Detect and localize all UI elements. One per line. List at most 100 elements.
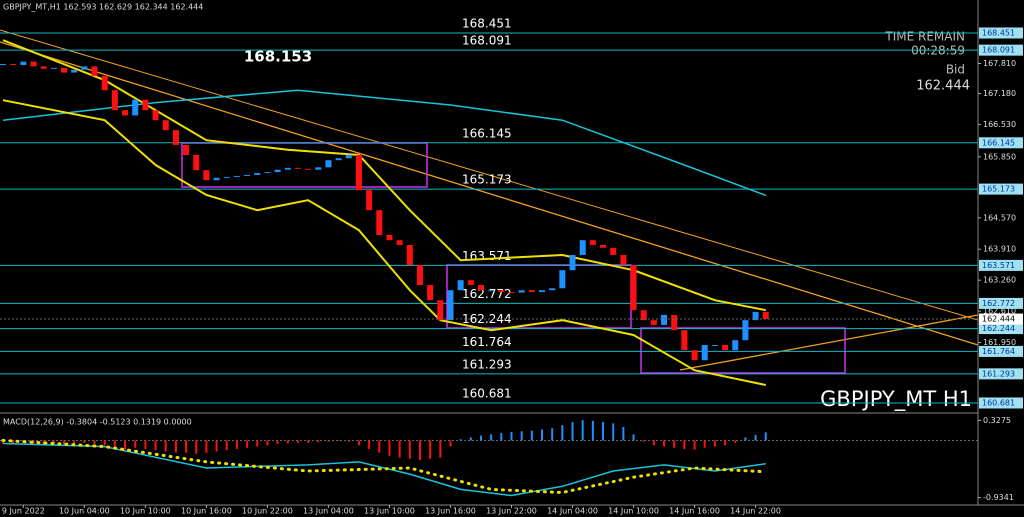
candle <box>355 154 362 191</box>
level-axis-box <box>979 297 1023 309</box>
candle <box>254 173 261 175</box>
macd-histogram-bar <box>683 440 686 450</box>
candle <box>589 240 596 245</box>
macd-histogram-bar <box>724 440 727 446</box>
candle <box>416 264 423 285</box>
macd-histogram-bar <box>185 440 188 453</box>
candle <box>498 290 505 293</box>
macd-histogram-bar <box>205 440 208 453</box>
level-axis-label: 162.244 <box>982 324 1015 333</box>
macd-histogram-bar <box>398 440 401 458</box>
macd-signal-line <box>1 438 768 495</box>
macd-histogram-bar <box>93 440 96 445</box>
candle <box>427 284 434 301</box>
candle <box>406 244 413 265</box>
y-tick-label: 161.950 <box>983 338 1016 347</box>
candle <box>193 154 200 171</box>
macd-histogram-bar <box>124 440 127 450</box>
candle <box>101 75 108 91</box>
x-tick-label: 10 Jun 16:00 <box>181 507 232 516</box>
bid-axis-box <box>979 313 1023 325</box>
macd-histogram-bar <box>337 440 340 442</box>
candle <box>610 247 617 255</box>
macd-histogram-bar <box>256 440 259 447</box>
level-label: 163.571 <box>462 249 512 263</box>
macd-histogram-bar <box>551 428 554 441</box>
x-tick-label: 14 Jun 22:00 <box>730 507 781 516</box>
trendline <box>0 29 979 321</box>
candle <box>111 90 118 111</box>
macd-histogram-bar <box>652 440 655 446</box>
macd-histogram-bar <box>541 429 544 441</box>
level-axis-box <box>979 183 1023 195</box>
candle <box>650 320 657 325</box>
macd-histogram-bar <box>703 440 706 448</box>
macd-histogram-bar <box>713 440 716 447</box>
candle <box>681 330 688 351</box>
level-label: 162.772 <box>462 287 512 301</box>
candle <box>233 175 240 177</box>
candle <box>600 244 607 248</box>
candle <box>0 64 6 65</box>
macd-histogram-bar <box>744 437 747 441</box>
macd-histogram-bar <box>32 440 35 444</box>
level-axis-box <box>979 137 1023 149</box>
macd-histogram-bar <box>459 439 462 441</box>
x-tick-label: 10 Jun 04:00 <box>59 507 110 516</box>
candle <box>152 110 159 121</box>
macd-histogram-bar <box>764 432 767 441</box>
level-label: 165.173 <box>462 173 512 187</box>
macd-histogram-bar <box>235 440 238 450</box>
level-axis-label: 161.764 <box>982 347 1015 356</box>
macd-histogram-bar <box>520 431 523 441</box>
macd-histogram-bar <box>12 440 15 445</box>
candle <box>40 66 47 69</box>
candle <box>467 280 474 285</box>
macd-histogram-bar <box>174 440 177 453</box>
level-label: 161.764 <box>462 335 512 349</box>
candle <box>223 176 230 178</box>
candle <box>71 69 78 73</box>
x-tick-label: 10 Jun 22:00 <box>242 507 293 516</box>
macd-histogram-bar <box>673 440 676 448</box>
macd-histogram-bar <box>632 434 635 441</box>
y-tick-label: 165.850 <box>983 152 1016 161</box>
candle <box>264 172 271 174</box>
header: GBPJPY_MT,H1 162.593 162.629 162.344 162… <box>3 3 203 12</box>
candle <box>162 120 169 131</box>
macd-histogram-bar <box>266 440 269 446</box>
bid-value: 162.444 <box>916 79 970 94</box>
macd-histogram-bar <box>530 430 533 441</box>
candle <box>10 64 17 65</box>
candle <box>549 288 556 291</box>
candle <box>447 290 454 321</box>
y-tick-label: 163.260 <box>983 276 1016 285</box>
level-axis-label: 168.091 <box>982 46 1015 55</box>
macd-histogram-bar <box>52 440 55 444</box>
level-axis-box <box>979 323 1023 335</box>
candle <box>172 130 179 145</box>
macd-histogram-bar <box>602 422 605 441</box>
candle <box>81 66 88 70</box>
candle <box>376 210 383 235</box>
macd-histogram-bar <box>134 440 137 448</box>
candle <box>122 110 129 116</box>
macd-histogram-bar <box>581 420 584 441</box>
macd-histogram-bar <box>154 440 157 451</box>
level-axis-box <box>979 44 1023 56</box>
x-tick-label: 13 Jun 22:00 <box>486 507 537 516</box>
candle <box>20 61 27 65</box>
macd-histogram-bar <box>73 440 76 444</box>
x-tick-label: 9 Jun 2022 <box>2 507 45 516</box>
macd-histogram-bar <box>693 440 696 450</box>
x-tick-label: 14 Jun 04:00 <box>547 507 598 516</box>
candle <box>203 170 210 181</box>
macd-histogram-bar <box>429 440 432 459</box>
x-tick-label: 13 Jun 16:00 <box>425 507 476 516</box>
candle <box>284 167 291 170</box>
candle <box>671 314 678 331</box>
candle <box>274 169 281 173</box>
bid-label: Bid <box>946 63 965 77</box>
candle <box>183 144 190 155</box>
